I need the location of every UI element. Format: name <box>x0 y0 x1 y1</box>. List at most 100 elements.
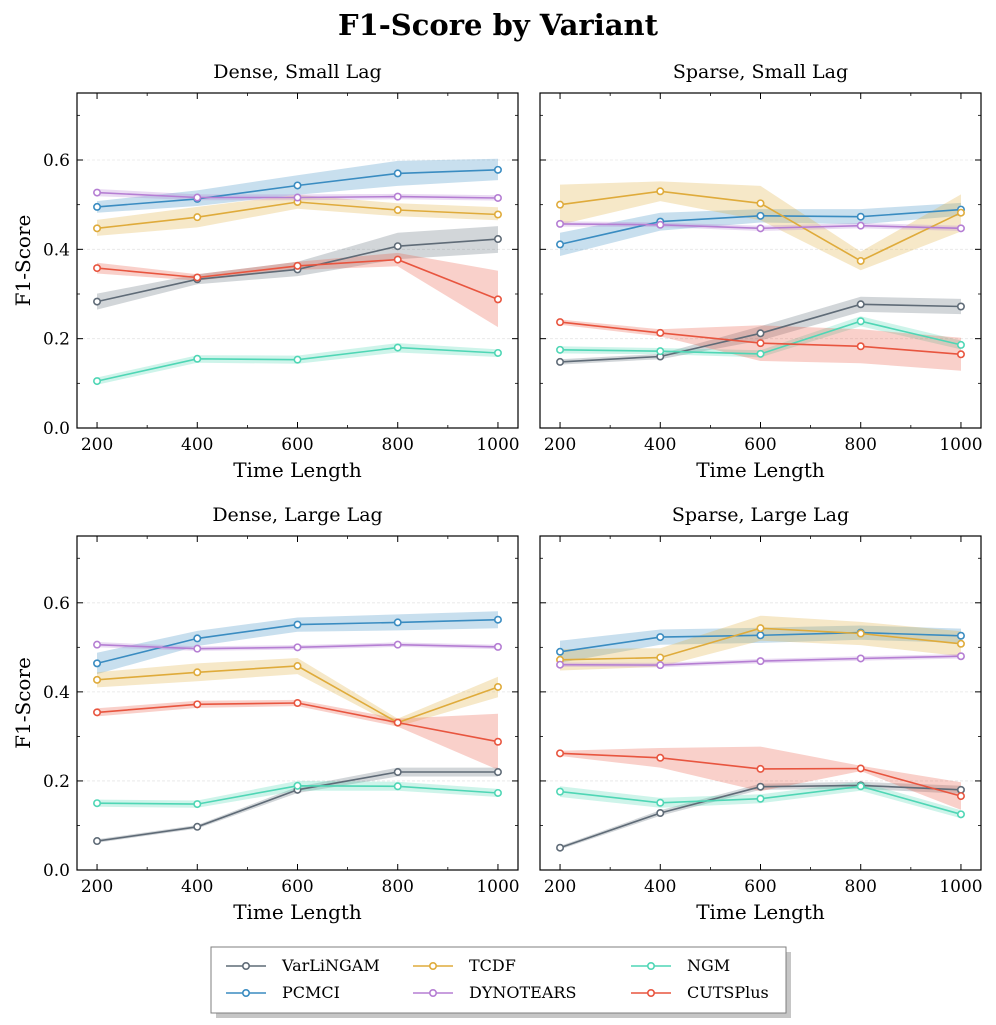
panel-1-point-varlingam-800 <box>393 242 402 251</box>
panel-2-frame <box>539 92 982 429</box>
panel-3-band-cutsplus <box>97 699 498 770</box>
panel-3-point-tcdf-1000 <box>493 682 502 691</box>
panel-4-point-pcmci-1000 <box>956 631 965 640</box>
legend-label-dynotears: DYNOTEARS <box>469 983 576 1002</box>
panel-4-title: Sparse, Large Lag <box>672 504 849 526</box>
panel-4-point-dynotears-400 <box>656 661 665 670</box>
panel-2-point-dynotears-600 <box>756 224 765 233</box>
panel-4-point-tcdf-800 <box>856 629 865 638</box>
panel-3-point-varlingam-800 <box>393 768 402 777</box>
panel-2-point-varlingam-1000 <box>956 302 965 311</box>
panel-2-point-tcdf-400 <box>656 187 665 196</box>
legend-marker-pcmci <box>242 988 251 997</box>
legend-label-ngm: NGM <box>687 956 730 975</box>
panel-2-point-tcdf-1000 <box>956 208 965 217</box>
panel-4-point-cutsplus-600 <box>756 764 765 773</box>
panel-1-point-tcdf-400 <box>193 213 202 222</box>
panel-2-point-tcdf-200 <box>556 200 565 209</box>
panel-3-ytick-label-3: 0.6 <box>43 594 70 614</box>
panel-1-point-pcmci-200 <box>93 202 102 211</box>
panel-3-xtick-label-600: 600 <box>281 877 313 897</box>
panel-3-ytick-label-2: 0.4 <box>43 683 70 703</box>
panel-1-point-ngm-400 <box>193 354 202 363</box>
panel-3-band-pcmci <box>97 611 498 675</box>
panel-1-point-dynotears-400 <box>193 193 202 202</box>
panel-2-point-dynotears-200 <box>556 219 565 228</box>
panel-1-point-ngm-200 <box>93 377 102 386</box>
panel-3-xtick-label-1000: 1000 <box>476 877 519 897</box>
panel-3-point-ngm-400 <box>193 800 202 809</box>
panel-2-point-ngm-1000 <box>956 340 965 349</box>
panel-4-point-ngm-1000 <box>956 810 965 819</box>
panel-4-xtick-label-400: 400 <box>644 877 676 897</box>
panel-4-xtick-label-1000: 1000 <box>939 877 982 897</box>
panel-1-point-dynotears-600 <box>293 193 302 202</box>
panel-2-point-cutsplus-200 <box>556 318 565 327</box>
panel-3-point-ngm-800 <box>393 782 402 791</box>
panel-2-point-pcmci-200 <box>556 240 565 249</box>
panel-4-band-varlingam <box>560 781 961 850</box>
panel-2-xlabel: Time Length <box>696 458 825 482</box>
panel-1-point-dynotears-200 <box>93 188 102 197</box>
panel-2-point-varlingam-200 <box>556 357 565 366</box>
panel-3-ylabel: F1-Score <box>11 657 35 749</box>
panel-1-frame <box>76 92 519 429</box>
panel-4-xtick-label-600: 600 <box>744 877 776 897</box>
panel-4-point-dynotears-200 <box>556 660 565 669</box>
panel-1-xtick-label-1000: 1000 <box>476 435 519 455</box>
panel-4-point-cutsplus-400 <box>656 753 665 762</box>
panel-3-point-cutsplus-400 <box>193 700 202 709</box>
panel-1-xtick-label-600: 600 <box>281 435 313 455</box>
panel-4-point-cutsplus-200 <box>556 749 565 758</box>
panel-1-point-tcdf-200 <box>93 224 102 233</box>
panel-2-xtick-label-1000: 1000 <box>939 435 982 455</box>
panel-2-point-cutsplus-400 <box>656 328 665 337</box>
panel-1-title: Dense, Small Lag <box>213 61 381 83</box>
panel-1-point-cutsplus-1000 <box>493 295 502 304</box>
legend-marker-dynotears <box>428 988 437 997</box>
panel-1-band-tcdf <box>97 194 498 236</box>
panel-3-ytick-label-0: 0.0 <box>43 861 70 881</box>
panel-1-ytick-label-2: 0.4 <box>43 240 70 260</box>
panel-2-xtick-label-400: 400 <box>644 435 676 455</box>
panel-1-ytick-label-3: 0.6 <box>43 151 70 171</box>
panel-1-xtick-label-800: 800 <box>382 435 414 455</box>
panel-3-point-pcmci-200 <box>93 659 102 668</box>
panel-1-point-dynotears-800 <box>393 192 402 201</box>
panel-2-point-tcdf-800 <box>856 256 865 265</box>
panel-2-point-cutsplus-800 <box>856 342 865 351</box>
panel-2-band-ngm <box>560 316 961 358</box>
legend-label-pcmci: PCMCI <box>282 983 340 1002</box>
panel-2-point-ngm-600 <box>756 349 765 358</box>
panel-3-point-varlingam-200 <box>93 837 102 846</box>
panel-2-xtick-label-600: 600 <box>744 435 776 455</box>
panel-2-point-pcmci-800 <box>856 212 865 221</box>
panel-2-point-varlingam-600 <box>756 329 765 338</box>
panel-3-point-cutsplus-200 <box>93 708 102 717</box>
panel-1-xtick-label-200: 200 <box>81 435 113 455</box>
legend-label-cutsplus: CUTSPlus <box>687 983 769 1002</box>
panel-4-point-ngm-800 <box>856 782 865 791</box>
panel-2-point-varlingam-800 <box>856 300 865 309</box>
chart-title: F1-Score by Variant <box>338 8 659 42</box>
panel-2-title: Sparse, Small Lag <box>673 61 848 83</box>
panel-4-point-pcmci-400 <box>656 633 665 642</box>
panel-2-point-cutsplus-1000 <box>956 350 965 359</box>
legend-marker-tcdf <box>428 961 437 970</box>
legend-label-varlingam: VarLiNGAM <box>281 956 380 975</box>
panel-4-xlabel: Time Length <box>696 900 825 924</box>
panel-3-point-tcdf-200 <box>93 675 102 684</box>
panel-2-xtick-label-200: 200 <box>544 435 576 455</box>
panel-4-point-ngm-400 <box>656 798 665 807</box>
panel-1-ylabel: F1-Score <box>11 215 35 307</box>
panel-3-point-pcmci-400 <box>193 634 202 643</box>
panel-2-point-dynotears-400 <box>656 220 665 229</box>
panel-3-point-dynotears-600 <box>293 643 302 652</box>
panel-1-point-cutsplus-800 <box>393 255 402 264</box>
panel-1-point-pcmci-800 <box>393 169 402 178</box>
panel-3-point-dynotears-400 <box>193 644 202 653</box>
panel-3-point-dynotears-800 <box>393 640 402 649</box>
panel-1-point-cutsplus-600 <box>293 261 302 270</box>
panel-3-ytick-label-1: 0.2 <box>43 772 70 792</box>
panel-2-point-ngm-800 <box>856 317 865 326</box>
